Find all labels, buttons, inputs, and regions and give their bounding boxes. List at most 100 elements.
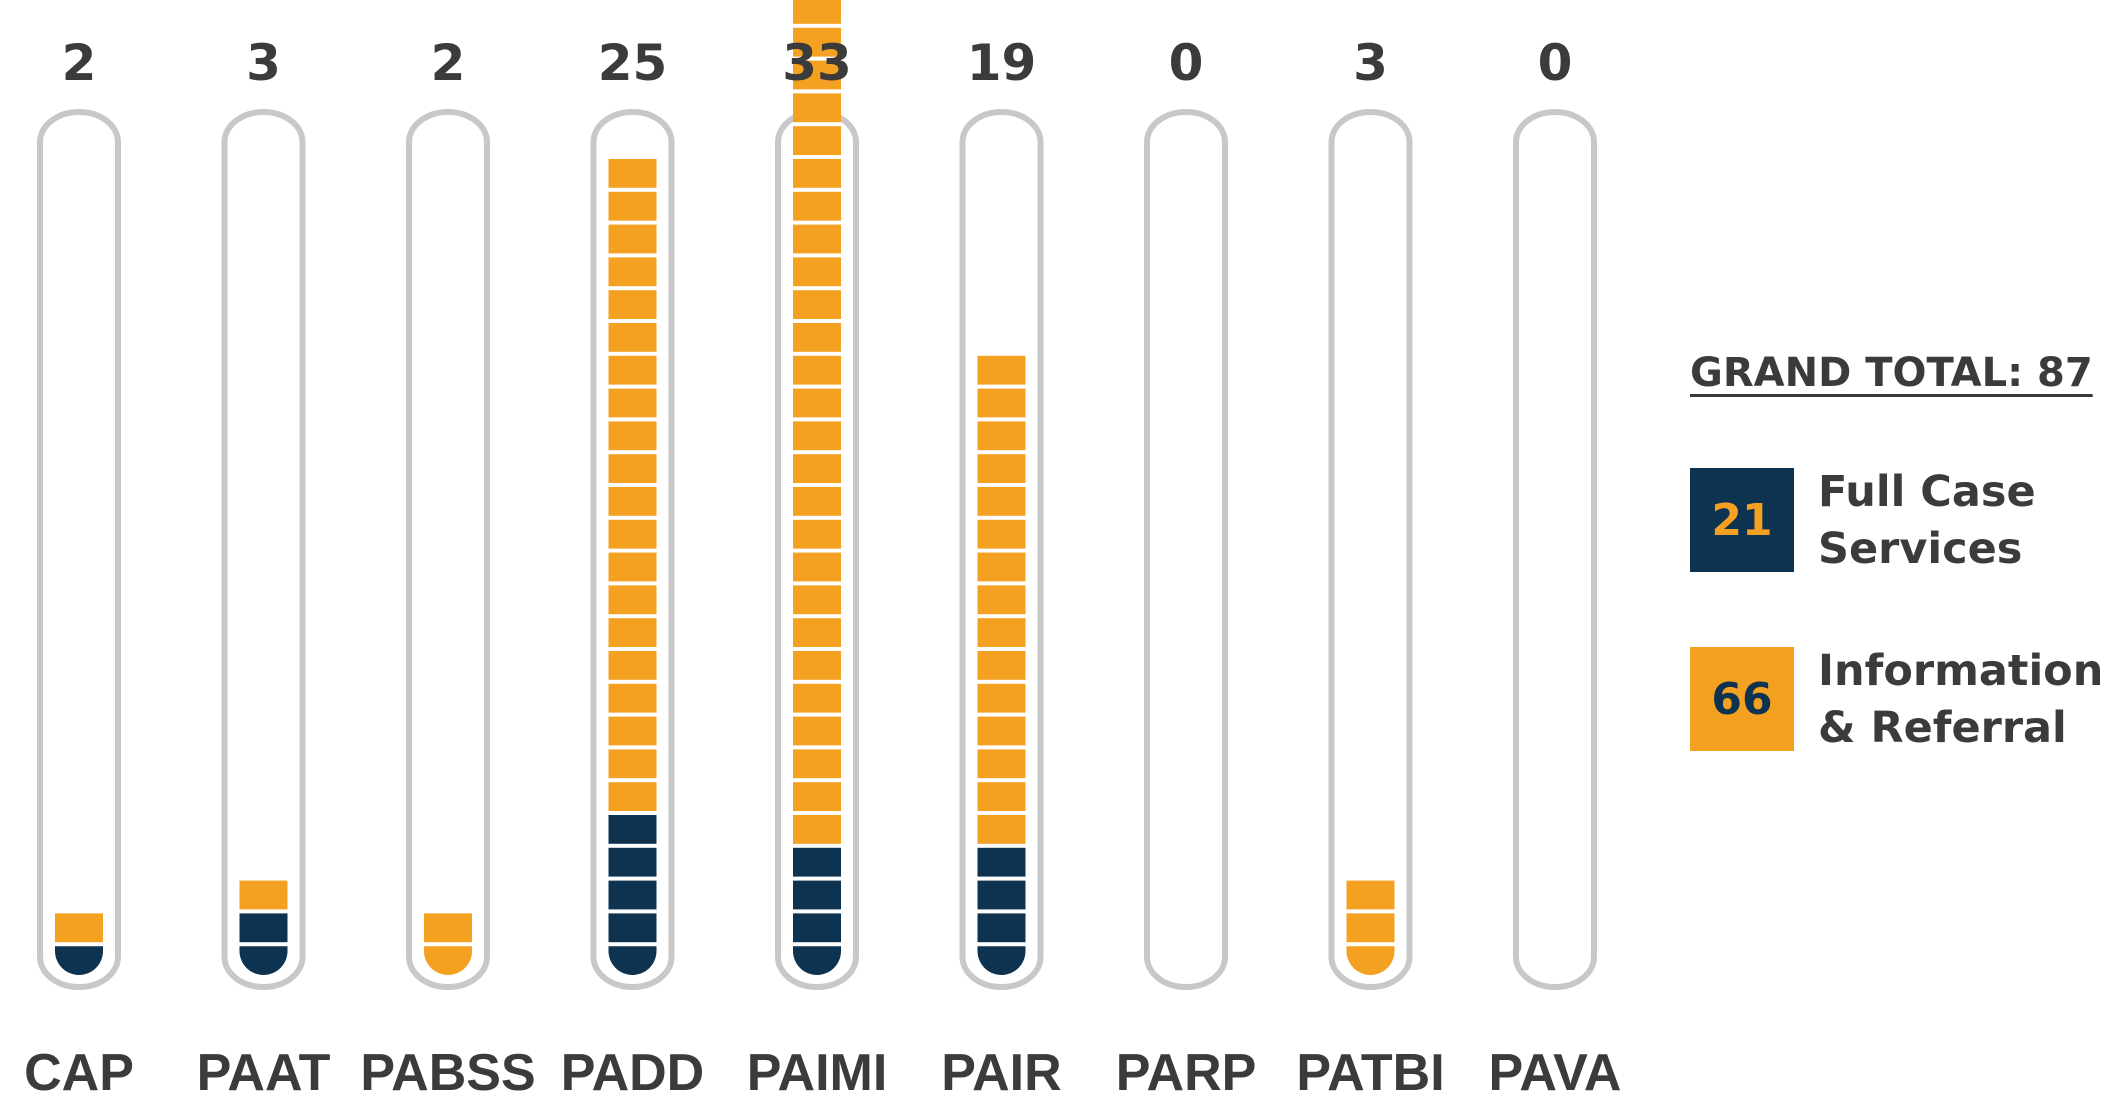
total-label-paimi: 33 (782, 34, 852, 92)
bar-segment-pabss-information-referral-2 (424, 913, 472, 943)
bar-segment-padd-information-referral-13 (608, 388, 657, 418)
bar-segment-paimi-information-referral-7 (793, 618, 841, 647)
category-label-pabss: PABSS (360, 1044, 535, 1102)
bar-segment-paimi-information-referral-16 (793, 323, 841, 352)
bar-segment-paimi-information-referral-8 (793, 585, 841, 615)
bar-segment-padd-full-case-services-1 (608, 946, 657, 975)
bar-segment-pair-information-referral-14 (977, 388, 1026, 418)
category-label-patbi: PATBI (1296, 1044, 1444, 1102)
bar-segment-padd-information-referral-4 (608, 683, 657, 713)
bar-segment-cap-full-case-services-1 (55, 946, 103, 975)
bar-segment-padd-information-referral-3 (608, 716, 657, 746)
tube-cap (37, 109, 121, 990)
bar-segment-paimi-information-referral-1 (793, 815, 841, 844)
total-label-pava: 0 (1538, 34, 1573, 92)
bar-segment-patbi-information-referral-1 (1346, 946, 1395, 975)
bar-segment-paimi-full-case-services-3 (793, 880, 841, 910)
bar-segment-paimi-information-referral-3 (793, 749, 841, 779)
bar-segment-padd-information-referral-8 (608, 552, 657, 582)
bar-segment-cap-information-referral-1 (55, 913, 103, 943)
bar-segment-pair-information-referral-15 (977, 355, 1026, 385)
total-label-patbi: 3 (1353, 34, 1388, 92)
bar-segment-padd-information-referral-14 (608, 355, 657, 385)
bar-segment-pair-information-referral-3 (977, 749, 1026, 779)
bar-segment-padd-information-referral-18 (608, 224, 657, 254)
bar-segment-padd-information-referral-9 (608, 519, 657, 549)
bar-segment-padd-full-case-services-5 (608, 815, 657, 844)
bar-segment-padd-information-referral-17 (608, 257, 657, 287)
bar-segment-paat-full-case-services-2 (239, 913, 288, 943)
total-label-cap: 2 (62, 34, 97, 92)
bar-segment-pair-information-referral-7 (977, 618, 1026, 647)
bar-segment-paimi-information-referral-13 (793, 421, 841, 451)
bar-segment-pair-information-referral-4 (977, 716, 1026, 746)
category-label-padd: PADD (561, 1044, 704, 1102)
bar-segment-pair-information-referral-12 (977, 454, 1026, 483)
bar-segment-pair-full-case-services-1 (977, 946, 1026, 975)
bar-segment-paimi-full-case-services-4 (793, 847, 841, 877)
bar-segment-pair-information-referral-10 (977, 519, 1026, 549)
bar-segment-padd-information-referral-11 (608, 454, 657, 483)
bar-segment-paimi-information-referral-10 (793, 519, 841, 549)
bar-segment-padd-information-referral-10 (608, 487, 657, 516)
bar-segment-paimi-information-referral-4 (793, 716, 841, 746)
bar-segment-pair-information-referral-1 (977, 815, 1026, 844)
bar-segment-paat-full-case-services-1 (239, 946, 288, 975)
bar-segment-padd-full-case-services-4 (608, 847, 657, 877)
bar-segment-paimi-full-case-services-2 (793, 913, 841, 943)
bar-segment-pair-information-referral-2 (977, 782, 1026, 811)
bar-segment-padd-information-referral-7 (608, 585, 657, 615)
bar-segment-paimi-information-referral-24 (793, 60, 841, 90)
grand-total: GRAND TOTAL: 87 (1690, 350, 2093, 396)
bar-segment-padd-information-referral-20 (608, 159, 657, 188)
total-label-pair: 19 (967, 34, 1037, 92)
bar-segment-paimi-information-referral-21 (793, 159, 841, 188)
bar-segment-padd-information-referral-15 (608, 323, 657, 352)
category-label-pava: PAVA (1489, 1044, 1622, 1102)
total-label-pabss: 2 (431, 34, 466, 92)
bar-segment-paimi-information-referral-23 (793, 93, 841, 123)
bar-segment-pair-full-case-services-2 (977, 913, 1026, 943)
legend-label-line1: Information (1818, 646, 2104, 696)
bar-segment-paimi-information-referral-17 (793, 290, 841, 319)
bar-segment-paimi-information-referral-11 (793, 487, 841, 516)
bar-segment-patbi-information-referral-3 (1346, 880, 1395, 910)
bar-segment-padd-information-referral-5 (608, 651, 657, 680)
legend-swatch-full-case-services: 21 (1690, 468, 1794, 572)
category-label-parp: PARP (1116, 1044, 1257, 1102)
bar-segment-padd-full-case-services-3 (608, 880, 657, 910)
bar-segment-paimi-information-referral-12 (793, 454, 841, 483)
legend-item-information-referral: 66 Information & Referral (1690, 646, 2120, 753)
legend-count-information-referral: 66 (1711, 673, 1773, 725)
bar-segment-paimi-information-referral-9 (793, 552, 841, 582)
legend-label-line2: Services (1818, 524, 2023, 574)
bar-segment-padd-information-referral-12 (608, 421, 657, 451)
bar-segment-pair-information-referral-6 (977, 651, 1026, 680)
total-label-padd: 25 (598, 34, 668, 92)
category-label-pair: PAIR (941, 1044, 1061, 1102)
legend-count-full-case-services: 21 (1711, 494, 1773, 546)
legend-label-information-referral: Information & Referral (1818, 643, 2118, 757)
bar-segment-padd-information-referral-19 (608, 191, 657, 221)
tube-patbi (1328, 109, 1413, 990)
legend-item-full-case-services: 21 Full Case Services (1690, 467, 2120, 574)
bar-segment-paimi-information-referral-22 (793, 126, 841, 155)
legend-label-line1: Full Case (1818, 467, 2036, 517)
bar-segment-padd-information-referral-1 (608, 782, 657, 811)
tube-paat (221, 109, 306, 990)
bar-segment-paimi-information-referral-14 (793, 388, 841, 418)
bar-segment-paat-information-referral-1 (239, 880, 288, 910)
bar-segment-pabss-information-referral-1 (424, 946, 472, 975)
bar-segment-pair-information-referral-9 (977, 552, 1026, 582)
legend-label-line2: & Referral (1818, 703, 2067, 753)
tube-pava (1513, 109, 1597, 990)
bar-segment-patbi-information-referral-2 (1346, 913, 1395, 943)
bar-segment-pair-information-referral-8 (977, 585, 1026, 615)
bar-segment-paimi-information-referral-25 (793, 27, 841, 57)
category-label-paat: PAAT (197, 1044, 331, 1102)
legend-swatch-information-referral: 66 (1690, 647, 1794, 751)
bar-segment-paimi-information-referral-2 (793, 782, 841, 811)
bar-segment-padd-full-case-services-2 (608, 913, 657, 943)
bar-segment-pair-information-referral-13 (977, 421, 1026, 451)
